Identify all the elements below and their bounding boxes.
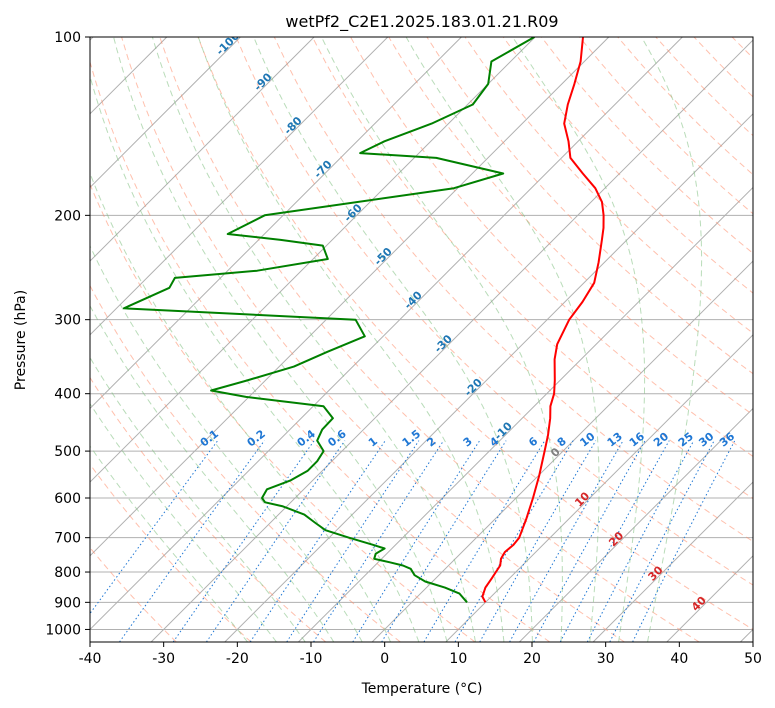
x-tick-label: 50 [744,651,762,667]
moist-adiabat-line [512,37,646,642]
dry-adiabat-line [197,37,753,630]
chart-title: wetPf2_C2E1.2025.183.01.21.R09 [285,12,558,32]
y-tick-label: 600 [54,491,81,507]
mixing-ratio-line [479,440,597,642]
moist-adiabat-line [90,244,363,642]
mixing-ratio-line [249,440,386,642]
moist-adiabat-line [197,37,505,642]
y-tick-label: 400 [54,387,81,403]
y-axis-label: Pressure (hPa) [13,290,29,390]
y-tick-label: 200 [54,208,81,224]
mixing-ratio-line [559,440,670,642]
isotherm-line [90,37,683,631]
moist-adiabat-line [90,172,392,642]
mixing-ratio-line [454,440,574,642]
y-tick-label: 1000 [45,622,81,638]
isotherm-line [519,407,753,642]
mixing-ratio-line [533,440,646,642]
moist-adiabat-line [90,445,248,642]
isotherm-line [90,37,610,557]
x-tick-label: 40 [670,651,688,667]
dry-adiabat-line [90,376,327,642]
mixing-ratio-line [286,440,420,642]
temperature-profile-line [481,37,605,603]
moist-adiabat-line [321,37,563,642]
dry-adiabat-line [311,37,753,500]
mixing-ratio-line [381,440,507,642]
y-tick-label: 500 [54,444,81,460]
moist-adiabat-line [90,304,335,642]
dry-adiabat-line [159,37,700,642]
moist-adiabat-line [113,37,448,642]
moist-adiabat-line [90,402,277,642]
mixing-ratio-line [352,440,481,642]
isotherm-line [90,37,241,189]
isotherm-line [90,37,462,410]
pressure-grid [90,37,753,630]
dry-adiabat-line [90,463,252,642]
mixing-ratio-lines [90,440,736,642]
x-tick-label: -40 [79,651,102,667]
isotherm-line [592,481,753,642]
moist-adiabat-line [641,37,703,642]
mixing-ratio-line [172,440,315,642]
mixing-ratio-line [423,440,546,642]
isotherm-line [150,39,753,642]
moist-adiabat-lines [90,37,703,642]
isotherm-line [90,37,389,336]
dry-adiabat-line [502,37,753,294]
mixing-ratio-line [313,440,445,642]
y-tick-label: 100 [54,30,81,46]
moist-adiabat-line [253,37,533,642]
y-tick-label: 900 [54,595,81,611]
moist-adiabat-line [90,356,306,642]
mixing-ratio-line [119,440,265,642]
isotherm-line [445,334,753,642]
isotherm-line [90,37,315,262]
dry-adiabat-line [273,37,753,543]
x-tick-label: 30 [597,651,615,667]
moist-adiabat-line [90,74,420,642]
isotherm-line [371,260,753,642]
dry-adiabat-line [90,60,551,642]
moist-adiabat-line [405,37,600,642]
x-tick-label: 20 [523,651,541,667]
y-tick-label: 300 [54,313,81,329]
moist-adiabat-line [151,37,476,642]
plot-area: 0.1 0.2 0.4 0.6 1 1.5 2 3 4 6 8 10 13 16 20 25 30 36-100-… [90,37,753,642]
dry-adiabat-lines [90,37,753,642]
sounding-series [122,37,605,603]
isotherm-lines [90,37,753,642]
isotherm-line [224,113,753,642]
x-tick-label: -30 [152,651,175,667]
mixing-ratio-line [632,440,736,642]
x-axis-label: Temperature (°C) [361,681,483,697]
dry-adiabat-line [235,37,753,586]
dewpoint-profile-line [122,37,535,603]
x-tick-label: 0 [380,651,389,667]
mixing-ratio-line [90,440,219,615]
isotherm-line [90,37,536,483]
x-tick-label: -20 [226,651,249,667]
y-tick-label: 800 [54,565,81,581]
x-tick-label: -10 [300,651,323,667]
mixing-ratio-line [509,440,624,642]
plot-frame [89,36,754,643]
x-tick-label: 10 [449,651,467,667]
y-tick-label: 700 [54,531,81,547]
